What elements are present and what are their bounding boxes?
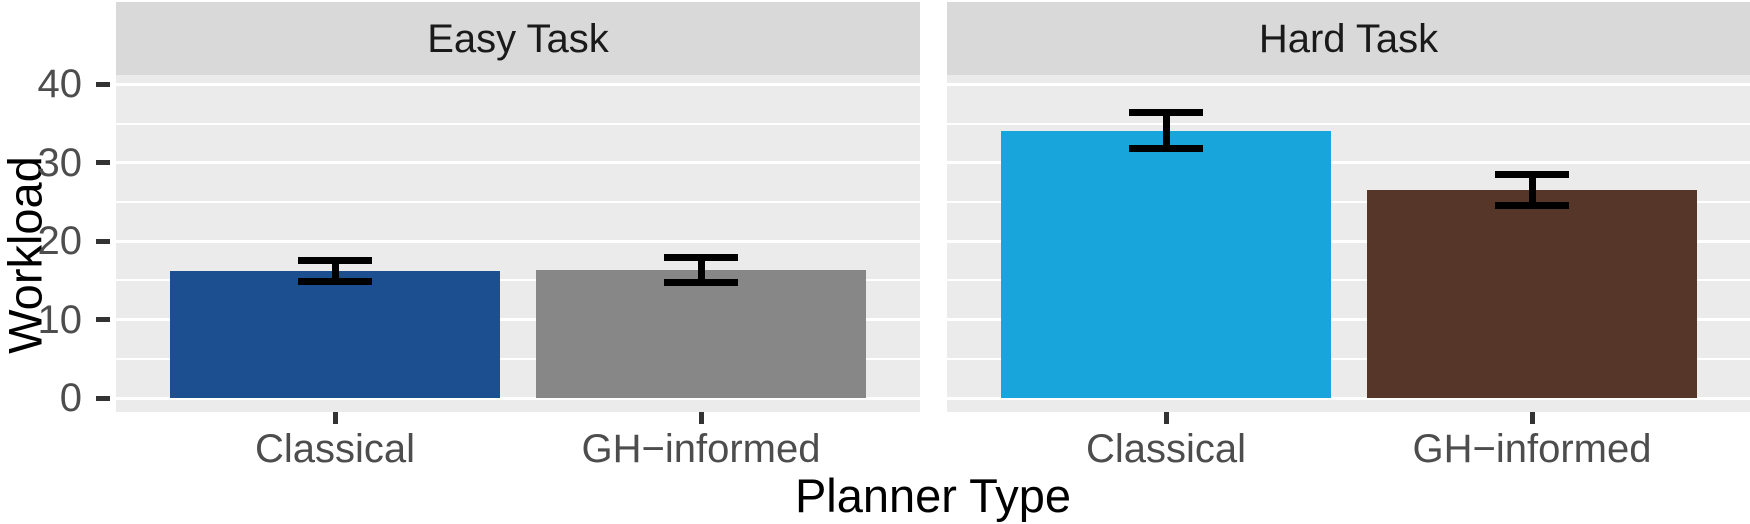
facet-strip-label: Hard Task [1258, 16, 1439, 61]
x-axis-title: Planner Type [794, 469, 1072, 522]
y-axis-tick-label: 10 [37, 297, 83, 342]
major-gridline [947, 82, 1750, 86]
y-axis-tick-label: 40 [37, 62, 83, 107]
y-axis-tick-label: 0 [59, 376, 82, 420]
minor-gridline [947, 201, 1750, 203]
error-bar-line [697, 257, 705, 283]
minor-gridline [947, 122, 1750, 125]
major-gridline [947, 318, 1750, 322]
minor-gridline [116, 201, 920, 203]
error-bar-cap-top [1495, 171, 1569, 179]
x-axis-tick [698, 412, 704, 424]
error-bar-cap-top [664, 254, 738, 262]
y-axis-tick-label: 20 [37, 219, 83, 264]
minor-gridline [947, 279, 1750, 282]
error-bar-cap-top [1129, 109, 1203, 117]
minor-gridline [116, 122, 920, 125]
error-bar-line [1162, 112, 1170, 149]
error-bar-cap-bottom [664, 279, 738, 287]
major-gridline [116, 239, 920, 243]
x-axis-tick [332, 412, 338, 424]
major-gridline [116, 161, 920, 165]
facet-strip: Easy Task [116, 2, 920, 75]
bar [1001, 131, 1331, 398]
error-bar-cap-top [298, 257, 372, 265]
y-axis-tick-label: 30 [37, 140, 83, 185]
x-axis-tick-label: Classical [254, 427, 416, 471]
x-axis-tick-label: Classical [1085, 427, 1247, 471]
error-bar-line [1528, 174, 1536, 206]
y-axis-tick [96, 238, 110, 244]
facet-strip-label: Easy Task [427, 16, 609, 61]
plot-panel [947, 75, 1750, 412]
bar [1367, 190, 1697, 398]
major-gridline [947, 396, 1750, 400]
y-axis-tick [96, 160, 110, 166]
major-gridline [116, 396, 920, 400]
error-bar-cap-bottom [1129, 145, 1203, 153]
minor-gridline [947, 357, 1750, 360]
error-bar-cap-bottom [298, 277, 372, 285]
major-gridline [116, 82, 920, 86]
bar [170, 271, 500, 398]
plot-panel [116, 75, 920, 412]
facet-strip: Hard Task [947, 2, 1750, 75]
x-axis-tick [1529, 412, 1535, 424]
x-axis-tick-label: GH−informed [1412, 427, 1652, 471]
y-axis-tick [96, 317, 110, 323]
major-gridline [947, 239, 1750, 243]
x-axis-tick-label: GH−informed [581, 427, 821, 471]
major-gridline [947, 161, 1750, 165]
minor-gridline [116, 279, 920, 282]
error-bar-line [331, 260, 339, 282]
y-axis-tick [96, 81, 110, 87]
error-bar-cap-bottom [1495, 201, 1569, 209]
y-axis-tick [96, 395, 110, 401]
x-axis-tick [1163, 412, 1169, 424]
minor-gridline [116, 357, 920, 360]
major-gridline [116, 318, 920, 322]
bar [536, 270, 866, 398]
